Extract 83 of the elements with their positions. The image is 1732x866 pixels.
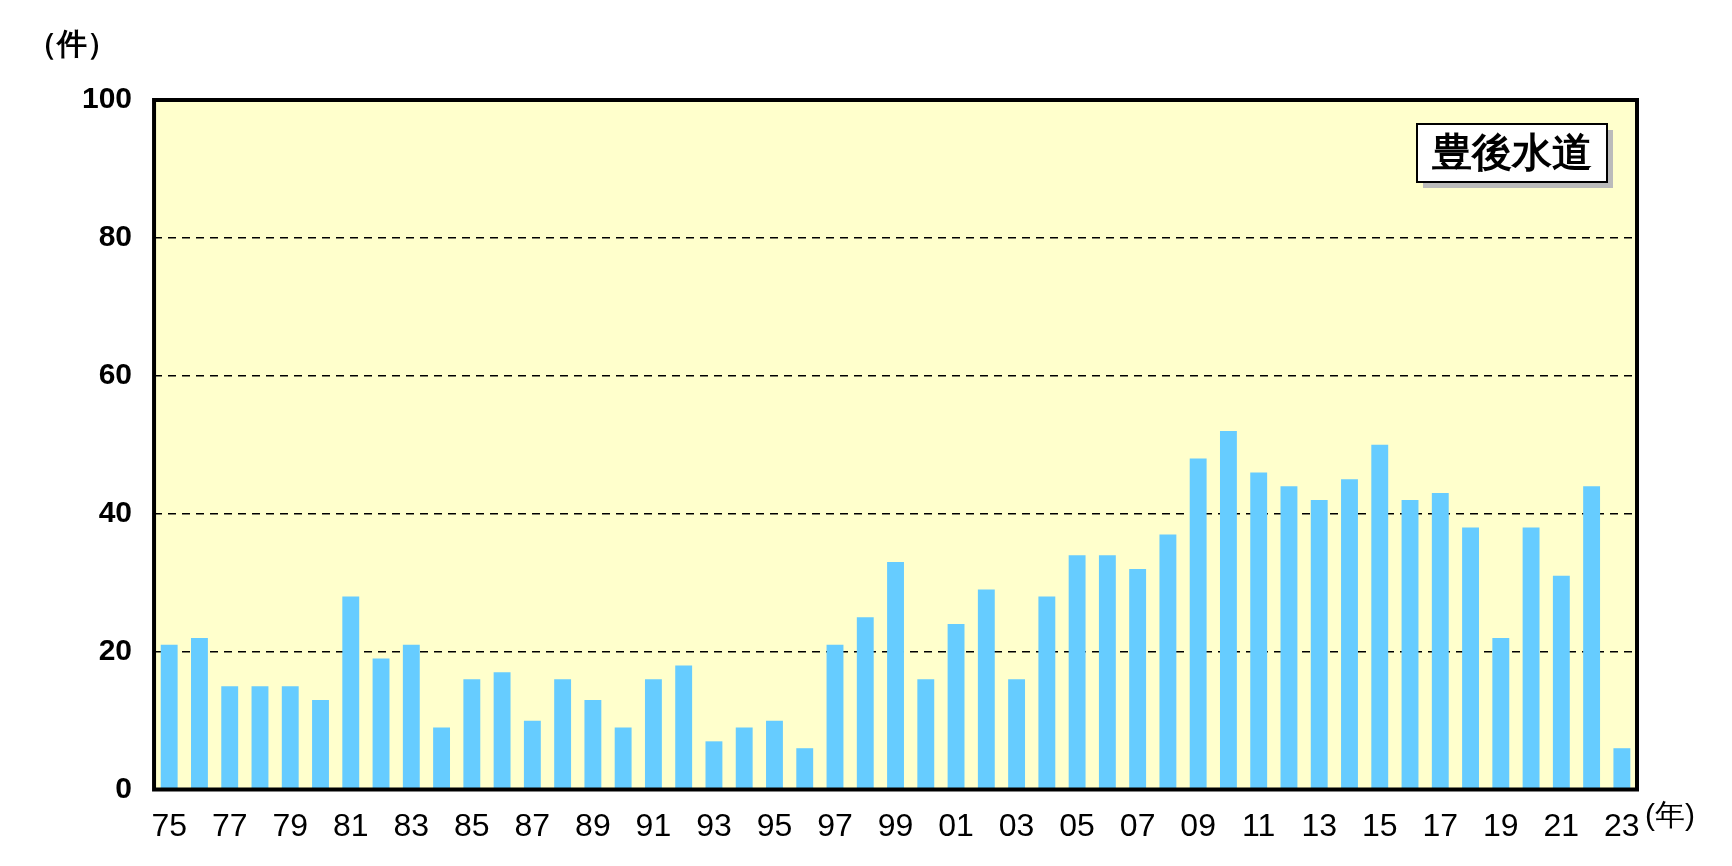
bar xyxy=(614,727,632,789)
bar xyxy=(493,672,511,789)
bar xyxy=(977,589,995,789)
x-tick-label: 07 xyxy=(1119,806,1156,843)
x-tick-label: 93 xyxy=(696,806,732,843)
x-tick-label: 17 xyxy=(1422,806,1459,843)
bar xyxy=(1280,486,1298,789)
x-tick-label: 11 xyxy=(1242,806,1276,843)
bar xyxy=(1038,596,1056,789)
y-tick-label: 0 xyxy=(115,770,133,804)
x-tick-label: 09 xyxy=(1180,806,1216,843)
x-tick-label: 15 xyxy=(1361,806,1398,843)
bar xyxy=(554,679,572,789)
bar xyxy=(1462,527,1479,789)
x-tick-label: 03 xyxy=(998,806,1035,843)
bar xyxy=(221,686,239,789)
bar xyxy=(705,741,723,789)
bar xyxy=(160,644,178,789)
x-tick-label: 13 xyxy=(1301,806,1338,843)
bar xyxy=(1522,527,1540,789)
x-tick-label: 79 xyxy=(272,806,309,843)
bar xyxy=(523,720,541,789)
x-tick-label: 21 xyxy=(1543,806,1580,843)
x-tick-label: 75 xyxy=(151,806,187,843)
bar xyxy=(191,637,208,789)
bar xyxy=(1189,458,1207,789)
text: 豊後水道 xyxy=(1432,130,1592,175)
x-tick-label: 97 xyxy=(817,806,853,843)
bar xyxy=(1401,499,1419,789)
bar xyxy=(796,748,814,789)
bar xyxy=(1250,472,1268,789)
bar xyxy=(644,679,662,789)
bar xyxy=(1583,486,1601,789)
bar xyxy=(251,686,269,789)
bar xyxy=(1219,431,1237,789)
y-tick-label: 40 xyxy=(98,495,133,529)
bar xyxy=(1098,555,1116,789)
bar xyxy=(735,727,753,789)
bar xyxy=(584,699,602,789)
y-tick-label: 60 xyxy=(98,357,133,391)
bar xyxy=(433,727,451,789)
bar xyxy=(1492,637,1510,789)
bar xyxy=(947,624,965,789)
bar xyxy=(281,686,299,789)
bar xyxy=(1613,748,1631,789)
x-tick-label: 01 xyxy=(938,806,974,843)
bar xyxy=(1341,479,1358,789)
bar xyxy=(917,679,935,789)
bar xyxy=(463,679,481,789)
x-tick-label: 19 xyxy=(1483,806,1519,843)
bar xyxy=(1159,534,1177,789)
bar xyxy=(342,596,360,789)
bar xyxy=(826,644,844,789)
bar xyxy=(856,617,874,789)
y-tick-label: 100 xyxy=(81,81,133,115)
x-tick-label: 81 xyxy=(332,806,369,843)
bar xyxy=(766,720,783,789)
bar xyxy=(1431,493,1449,789)
x-tick-label: 83 xyxy=(393,806,430,843)
bar xyxy=(402,644,420,789)
bar xyxy=(1008,679,1026,789)
x-tick-label: 23 xyxy=(1604,806,1640,843)
x-tick-label: 85 xyxy=(454,806,490,843)
bar xyxy=(1371,444,1389,789)
x-tick-label: 87 xyxy=(514,806,551,843)
x-tick-label: 77 xyxy=(211,806,248,843)
y-tick-label: 80 xyxy=(98,219,133,253)
x-axis-title: (年) xyxy=(1645,797,1695,831)
x-tick-label: 91 xyxy=(635,806,672,843)
x-tick-label: 05 xyxy=(1059,806,1095,843)
bar xyxy=(372,658,390,789)
y-tick-label: 20 xyxy=(98,632,133,666)
bar xyxy=(887,562,904,789)
y-axis-title: （件） xyxy=(27,27,117,61)
bar xyxy=(1310,499,1328,789)
bar xyxy=(675,665,693,789)
bar xyxy=(1129,568,1147,789)
x-tick-label: 99 xyxy=(877,806,914,843)
x-tick-label: 89 xyxy=(575,806,611,843)
bar xyxy=(312,699,329,789)
bar xyxy=(1552,575,1570,789)
x-tick-label: 95 xyxy=(756,806,793,843)
bar xyxy=(1068,555,1086,789)
